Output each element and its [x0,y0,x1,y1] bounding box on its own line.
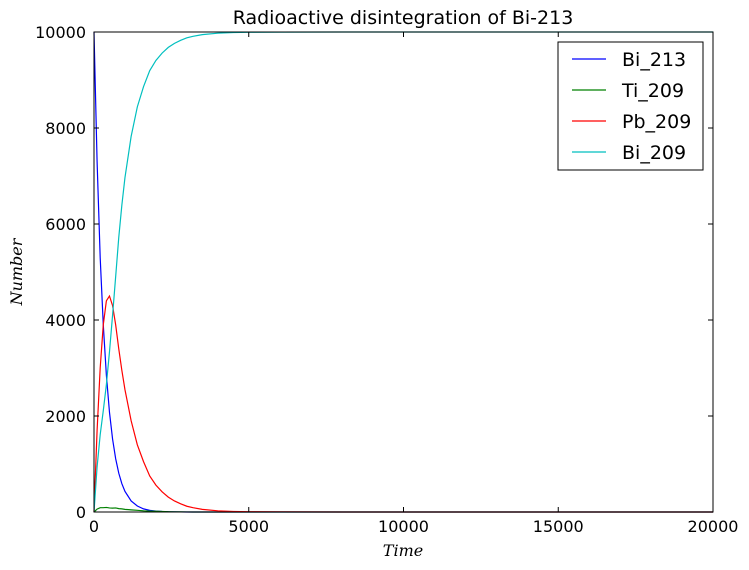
legend-box [557,41,704,171]
x-tick-label: 15000 [533,517,584,536]
legend-label-ti-209: Ti_209 [621,80,684,102]
y-tick-label: 8000 [45,119,86,138]
legend-label-pb-209: Pb_209 [622,111,691,133]
y-tick-label: 0 [76,503,86,522]
y-axis-label: Number [7,237,26,306]
x-tick-label: 20000 [688,517,739,536]
chart-title: Radioactive disintegration of Bi-213 [233,7,574,29]
y-tick-label: 4000 [45,311,86,330]
legend: Bi_213 Ti_209 Pb_209 Bi_209 [557,41,704,171]
x-tick-label: 5000 [228,517,269,536]
ticks-layer: 0 5000 10000 15000 20000 0 2000 4000 6000 8000 100… [35,23,738,536]
plot-frame [93,31,714,513]
series-line-pb-209 [93,294,713,513]
y-tick-label: 10000 [35,23,86,42]
x-axis-label: Time [383,541,423,560]
legend-label-bi-213: Bi_213 [622,49,686,71]
legend-label-bi-209: Bi_209 [622,142,686,164]
x-tick-label: 10000 [378,517,429,536]
y-tick-label: 2000 [45,407,86,426]
x-tick-label: 0 [89,517,99,536]
y-tick-label: 6000 [45,215,86,234]
